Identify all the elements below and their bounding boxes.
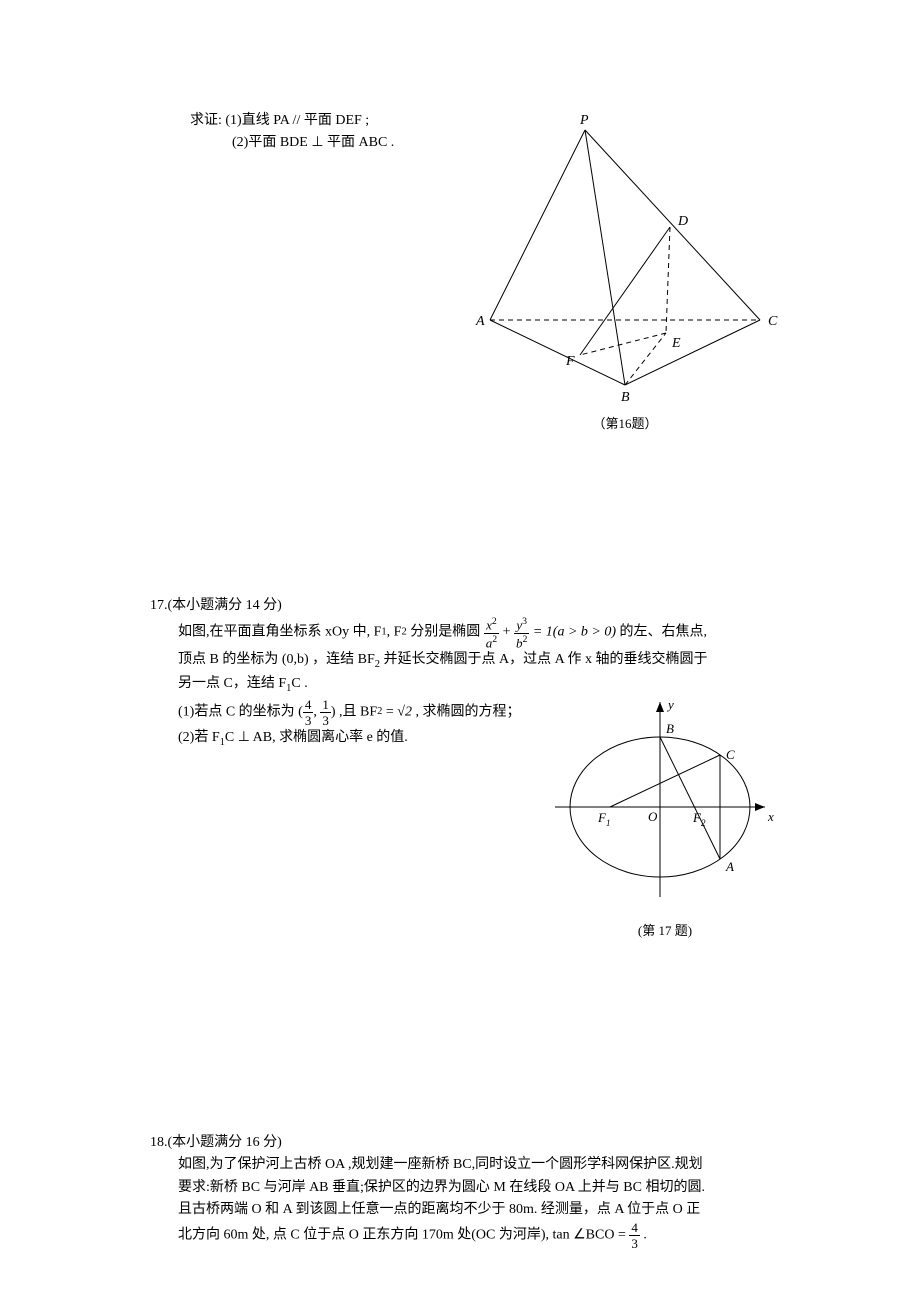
svg-text:B: B [666,721,674,736]
svg-text:A: A [475,314,485,329]
q17-l1a: 如图,在平面直角坐标系 xOy 中, F [178,625,381,640]
q17-figure: x y O F1 F2 B C A [550,697,780,917]
q18-line4: 北方向 60m 处, 点 C 位于点 O 正东方向 170m 处(OC 为河岸)… [178,1221,790,1250]
q18-line1: 如图,为了保护河上古桥 OA ,规划建一座新桥 BC,同时设立一个圆形学科网保护… [178,1154,790,1176]
q17-l3: 另一点 C，连结 F [178,676,286,691]
f13d: 3 [320,713,331,727]
q17-p1b: ) ,且 BF [331,704,377,719]
q16-text: 求证: (1)直线 PA // 平面 DEF ; (2)平面 BDE ⊥ 平面 … [150,110,460,435]
q16-proof-label: 求证: [190,113,222,128]
q17-sqrt2: √2 [397,704,412,719]
svg-text:D: D [677,214,688,229]
q17-heading: 17.(本小题满分 14 分) [150,595,790,617]
q18-line3: 且古桥两端 O 和 A 到该圆上任意一点的距离均不少于 80m. 经测量，点 A… [178,1199,790,1221]
svg-text:F: F [565,354,575,369]
svg-text:C: C [768,314,778,329]
svg-text:F1: F1 [597,810,610,828]
svg-text:A: A [725,859,734,874]
q17-caption: (第 17 题) [540,921,790,942]
q17-p2b: C ⊥ AB, 求椭圆离心率 e 的值. [225,730,408,745]
q17-l1d: 的左、右焦点, [620,625,708,640]
svg-text:F2: F2 [692,810,706,828]
q17-part2: (2)若 F1C ⊥ AB, 求椭圆离心率 e 的值. [178,727,540,752]
q17-p2a: (2)若 F [178,730,220,745]
svg-text:C: C [726,747,735,762]
fb-ne: 3 [522,616,527,627]
q18-l4a: 北方向 60m 处, 点 C 位于点 O 正东方向 170m 处(OC 为河岸)… [178,1228,629,1243]
svg-text:O: O [648,809,658,824]
q16-figure: P A C B D E F [470,110,780,410]
q17-p1c: , 求椭圆的方程； [412,704,521,719]
q17-p1a: (1)若点 C 的坐标为 ( [178,704,303,719]
svg-text:x: x [767,809,774,824]
q17-l1b: , F [387,625,402,640]
f43bn: 4 [629,1221,640,1236]
f13n: 1 [320,698,331,713]
q17-line1: 如图,在平面直角坐标系 xOy 中, F1, F2 分别是椭圆 x2a2 + y… [178,617,818,649]
f43n: 4 [303,698,314,713]
q18-block: 18.(本小题满分 16 分) 如图,为了保护河上古桥 OA ,规划建一座新桥 … [150,1132,790,1251]
q17-l2a: 顶点 B 的坐标为 (0,b) ，连结 BF [178,652,375,667]
fa-de: 2 [492,634,497,645]
q17-l1c: 分别是椭圆 [410,625,480,640]
q18-l4b: . [640,1228,647,1243]
q18-heading: 18.(本小题满分 16 分) [150,1132,790,1154]
svg-text:y: y [666,697,674,712]
fa-ne: 2 [492,616,497,627]
q16-figure-wrap: P A C B D E F （第16题） [460,110,790,435]
spacer1 [150,475,790,595]
q18-line2: 要求:新桥 BC 与河岸 AB 垂直;保护区的边界为圆心 M 在线段 OA 上并… [178,1177,790,1199]
q17-line3: 另一点 C，连结 F1C . [178,673,790,698]
q16-caption: （第16题） [460,414,790,435]
svg-text:P: P [579,113,589,128]
q16-part1: (1)直线 PA // 平面 DEF ; [225,113,369,128]
q17-line2: 顶点 B 的坐标为 (0,b) ，连结 BF2 并延长交椭圆于点 A，过点 A … [178,649,790,674]
q16-block: 求证: (1)直线 PA // 平面 DEF ; (2)平面 BDE ⊥ 平面 … [150,110,790,435]
q17-l3b: C . [291,676,307,691]
q17-figure-wrap: x y O F1 F2 B C A (第 17 题) [540,697,790,942]
f43bd: 3 [629,1236,640,1250]
svg-text:E: E [671,336,681,351]
q17-block: 17.(本小题满分 14 分) 如图,在平面直角坐标系 xOy 中, F 1 , F… [150,595,790,942]
q16-part2: (2)平面 BDE ⊥ 平面 ABC . [232,132,460,154]
fb-de: 2 [522,634,527,645]
f43d: 3 [303,713,314,727]
q17-l2b: 并延长交椭圆于点 A，过点 A 作 x 轴的垂线交椭圆于 [380,652,707,667]
svg-text:B: B [621,390,630,405]
q17-eqtail: = 1(a > b > 0) [533,625,616,640]
spacer2 [150,982,790,1132]
